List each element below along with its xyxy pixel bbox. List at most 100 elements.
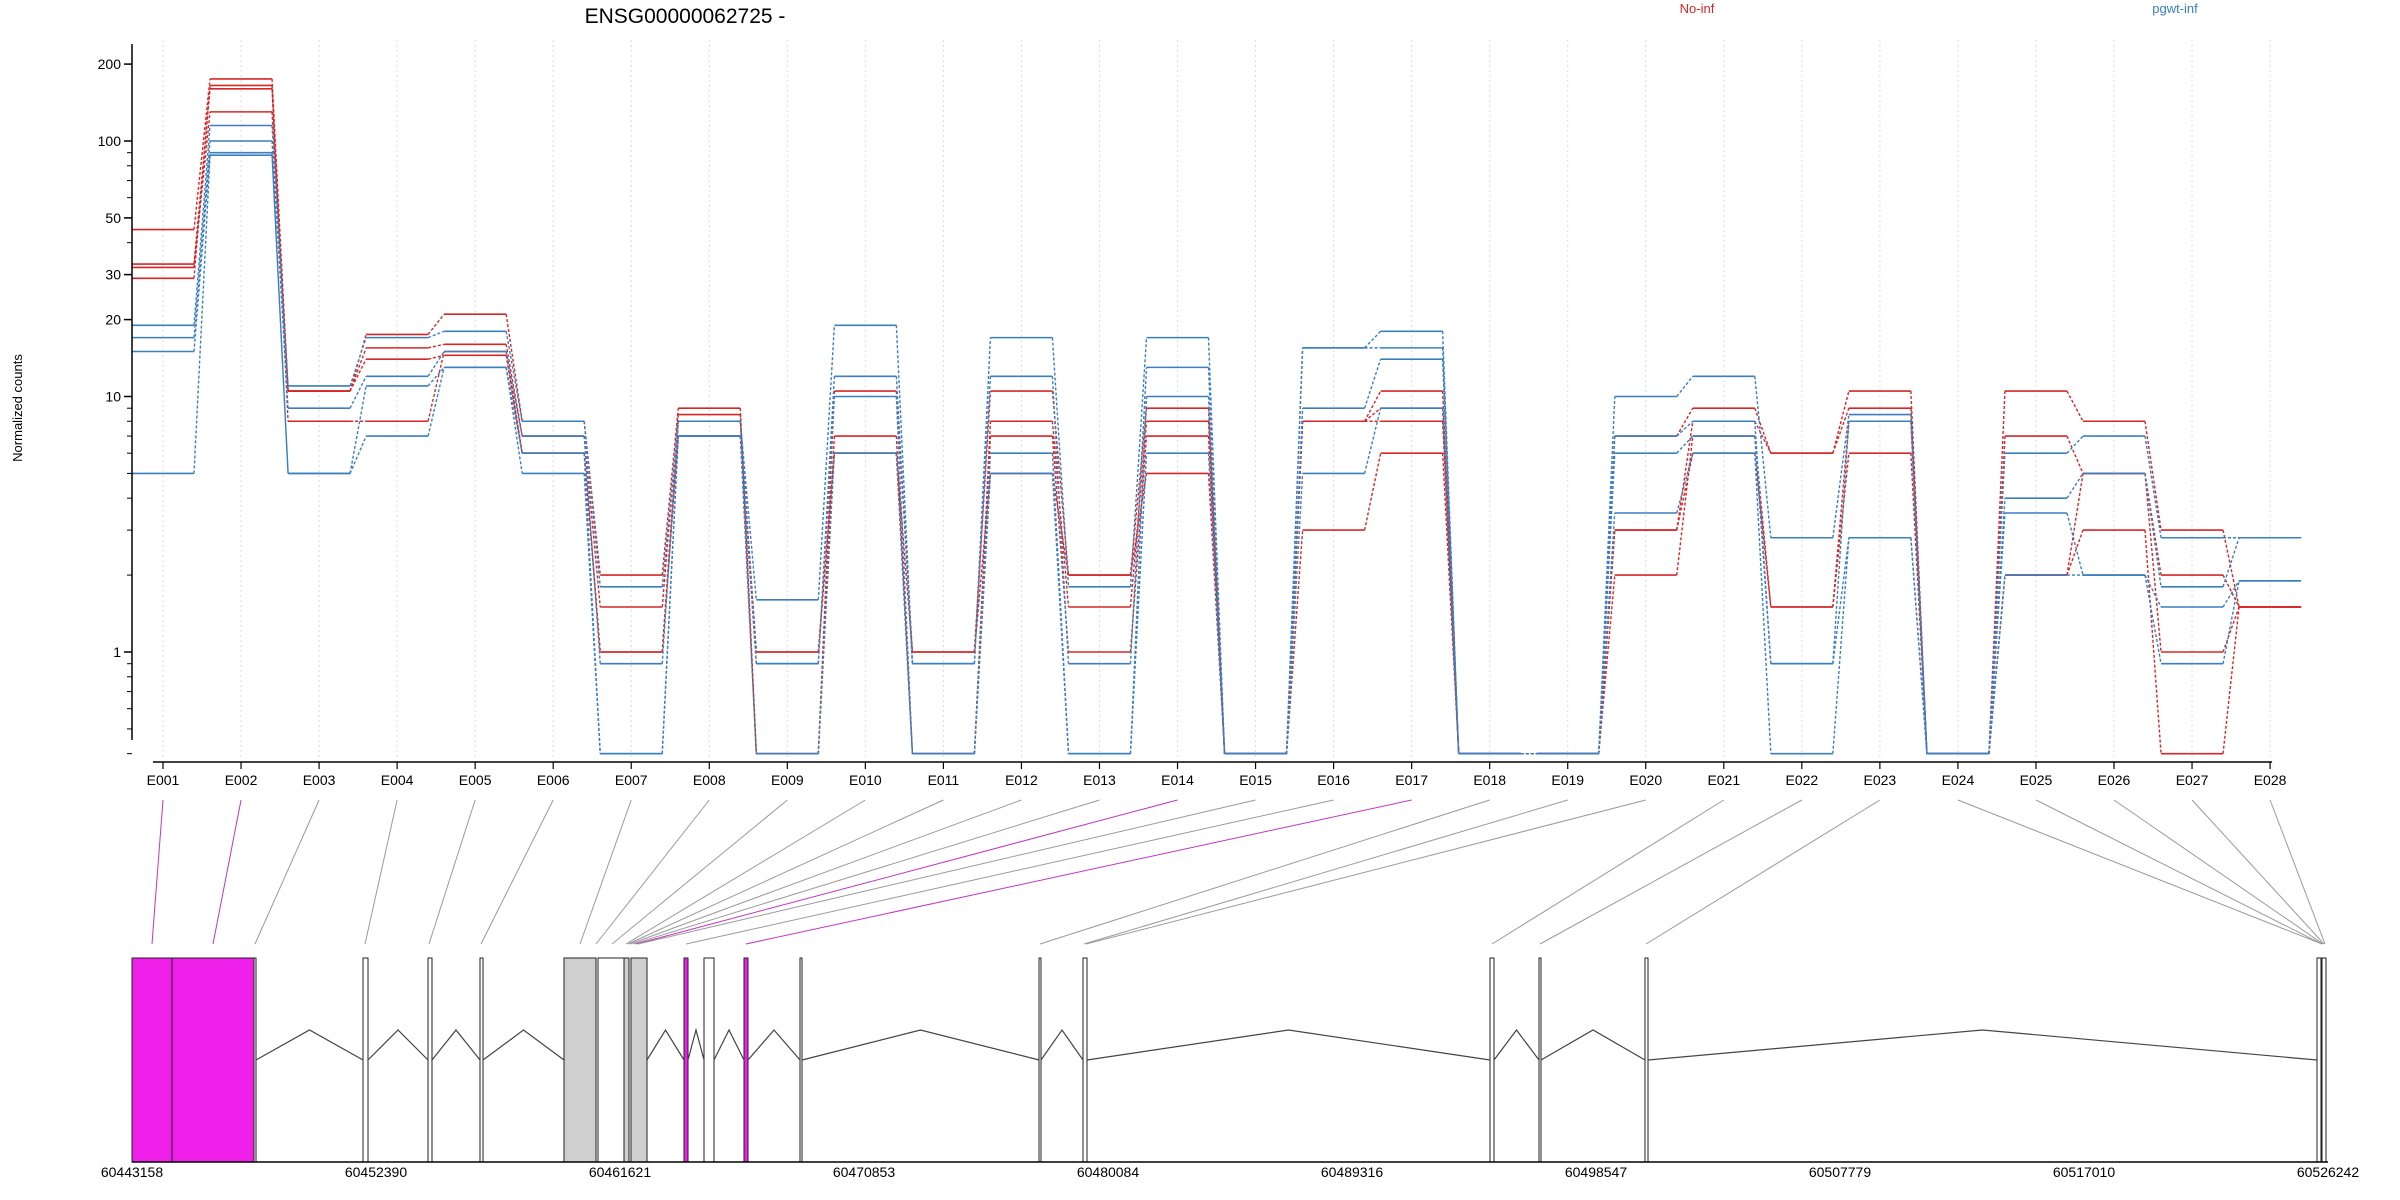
exon-connector [1083, 799, 1568, 945]
y-tick-label: 20 [105, 312, 121, 328]
x-tick-label: E021 [1707, 772, 1740, 788]
series-connector [583, 436, 601, 608]
series-connector [583, 473, 601, 754]
x-tick-label: E012 [1005, 772, 1038, 788]
series-connector [1129, 408, 1148, 576]
exon-connector [254, 799, 320, 945]
series-no-inf [132, 78, 2302, 755]
series-connector [1754, 453, 1772, 754]
series-connector [1598, 396, 1616, 754]
exon-connector [627, 799, 944, 945]
series-connector [1129, 421, 1148, 608]
series-connector [2222, 580, 2240, 664]
series-connector [661, 421, 679, 587]
series-connector [739, 436, 758, 664]
x-tick-label: E001 [147, 772, 180, 788]
exon-connector [151, 799, 164, 945]
series-connector [1051, 473, 1070, 754]
genomic-tick-label: 60470853 [833, 1164, 896, 1180]
exon-block [253, 957, 257, 1163]
series-connector [2066, 512, 2084, 576]
intron-line [255, 1029, 364, 1061]
exon-connector [2191, 799, 2325, 945]
series-connector [1988, 436, 2006, 754]
series-connector [349, 435, 367, 474]
y-tick-label: 50 [105, 210, 121, 226]
series-connector [1207, 367, 1226, 754]
exon-block [131, 957, 173, 1163]
series-connector [817, 453, 836, 754]
series-connector [505, 331, 523, 422]
series-connector [193, 152, 211, 352]
series-connector [1676, 435, 1694, 454]
exon-connector [212, 799, 242, 945]
series-connector [1441, 359, 1460, 754]
exon-connector [2035, 799, 2323, 945]
series-connector [1129, 453, 1148, 754]
genomic-tick-label: 60507779 [1809, 1164, 1872, 1180]
series-connector [1754, 376, 1772, 538]
chart-title: ENSG00000062725 - [585, 5, 786, 28]
exon-connector [2113, 799, 2324, 945]
genomic-tick-label: 60452390 [345, 1164, 408, 1180]
exon-connector [2269, 799, 2326, 945]
series-connector [2222, 606, 2240, 754]
genomic-tick-label: 60517010 [2053, 1164, 2116, 1180]
exon-connector [579, 799, 632, 945]
x-tick-label: E014 [1161, 772, 1194, 788]
x-tick-label: E027 [2176, 772, 2209, 788]
series-connector [583, 421, 601, 587]
exon-connector [1645, 799, 1881, 945]
series-connector [2222, 606, 2240, 653]
exon-connectors [151, 799, 2326, 945]
series-connector [739, 436, 758, 754]
x-tick-label: E015 [1239, 772, 1272, 788]
exon-connector [1957, 799, 2323, 945]
x-tick-label: E020 [1629, 772, 1662, 788]
intron-line [713, 1028, 745, 1061]
series-connector [817, 391, 836, 754]
exon-block [683, 957, 689, 1163]
series-connector [2066, 435, 2084, 454]
x-tick-label: E018 [1473, 772, 1506, 788]
series-pgwt-inf [132, 151, 2302, 755]
series-connector [349, 385, 367, 474]
intron-line [747, 1029, 801, 1061]
series-connector [2222, 537, 2240, 587]
series-connector [427, 367, 445, 437]
intron-line [646, 1028, 685, 1061]
exon-block [171, 957, 255, 1163]
series-connector [2066, 435, 2084, 474]
series-connector [1598, 436, 1616, 754]
x-tick-label: E026 [2098, 772, 2131, 788]
genomic-tick-label: 60443158 [101, 1164, 164, 1180]
series-connector [661, 436, 679, 754]
series-connector [1832, 414, 1850, 538]
exon-connector [428, 799, 476, 945]
intron-line [1647, 1029, 2318, 1061]
series-connector [1910, 421, 1928, 754]
series-pgwt-inf [132, 154, 2302, 755]
x-tick-label: E007 [615, 772, 648, 788]
exon-connector [364, 799, 398, 945]
series-connector [349, 358, 367, 392]
series-connector [973, 337, 992, 664]
series-connector [349, 337, 367, 387]
series-connector [193, 155, 211, 474]
x-tick-label: E023 [1864, 772, 1897, 788]
y-axis-label: Normalized counts [10, 354, 25, 462]
y-tick-label: 100 [98, 133, 122, 149]
series-connector [973, 473, 992, 653]
exon-connector [1491, 799, 1725, 945]
series-connector [505, 314, 523, 422]
exon-block [743, 957, 749, 1163]
genomic-tick-label: 60498547 [1565, 1164, 1628, 1180]
series-connector [1832, 390, 1850, 454]
series-connector [2144, 574, 2162, 608]
gene-model: 60443158 60452390 60461621 60470853 60480084… [101, 957, 2359, 1180]
series-connector [973, 376, 992, 664]
genomic-tick-label: 60489316 [1321, 1164, 1384, 1180]
exon-block [2321, 957, 2327, 1163]
series-lines [132, 78, 2302, 755]
x-tick-label: E006 [537, 772, 570, 788]
